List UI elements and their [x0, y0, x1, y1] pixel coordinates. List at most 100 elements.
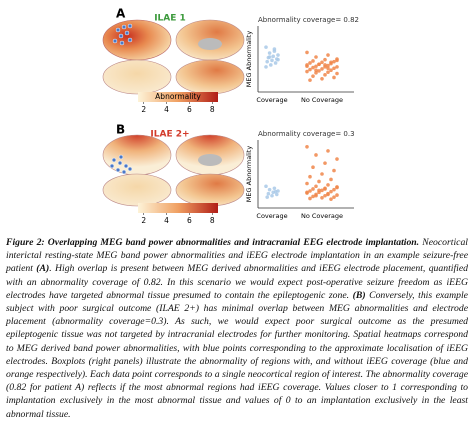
data-point [335, 185, 339, 189]
data-point [269, 63, 273, 67]
data-point [326, 70, 330, 74]
data-point [311, 74, 315, 78]
data-point [273, 189, 278, 194]
caption-text: Conversely, this example subject with po… [6, 289, 468, 420]
data-point [305, 190, 309, 195]
data-point [308, 78, 312, 82]
colorbar-tick-label: 4 [164, 105, 169, 114]
data-point [305, 181, 309, 186]
data-point [320, 67, 324, 71]
panel-title: ILAE 1 [154, 14, 186, 24]
data-point [264, 65, 268, 69]
data-point [265, 59, 270, 64]
caption-title: Figure 2: Overlapping MEG band power abn… [6, 237, 420, 248]
caption-text: Neocortical interictal resting-state MEG… [6, 237, 468, 275]
data-point [317, 179, 321, 184]
data-point [323, 63, 327, 67]
colorbar-tick-label: 4 [164, 216, 169, 225]
figure: A ILAE 1 Abnormality 2 4 6 8 Abnormality covera… [102, 7, 359, 225]
data-point [320, 196, 324, 200]
data-point [317, 62, 321, 67]
data-point [326, 192, 330, 197]
data-point [271, 54, 276, 59]
data-point [332, 195, 336, 199]
data-point [314, 71, 318, 75]
data-point [305, 50, 309, 55]
data-point [332, 66, 336, 71]
data-point [326, 66, 330, 71]
colorbar-tick-label: 8 [210, 216, 215, 225]
data-point [308, 174, 312, 179]
data-point [329, 60, 333, 65]
data-point [276, 57, 280, 62]
data-point [314, 55, 318, 59]
data-point [332, 187, 336, 192]
data-point [323, 193, 327, 198]
panel-title: ILAE 2+ [150, 130, 189, 140]
x-tick-label: Coverage [256, 96, 287, 104]
data-point [335, 193, 339, 197]
data-point [335, 58, 339, 63]
data-point [326, 149, 330, 153]
data-point [267, 55, 272, 59]
data-point [272, 186, 277, 191]
annotation: Abnormality coverage= 0.82 [258, 16, 359, 24]
data-point [314, 68, 318, 73]
data-point [323, 187, 327, 191]
x-tick-label: No Coverage [301, 212, 343, 220]
data-point [329, 177, 333, 182]
data-point [323, 57, 327, 62]
data-point [305, 69, 309, 74]
data-point [305, 64, 309, 69]
panel-label: B [116, 123, 125, 137]
colorbar [138, 203, 218, 213]
data-point [329, 189, 333, 194]
data-point [320, 77, 324, 81]
colorbar-tick-label: 6 [187, 105, 192, 114]
data-point [329, 197, 333, 201]
panel-label: A [116, 7, 126, 21]
x-tick-label: No Coverage [301, 96, 343, 104]
data-point [270, 193, 274, 198]
data-point [314, 153, 318, 157]
colorbar-tick-label: 2 [141, 216, 146, 225]
colorbar-tick-label: 6 [187, 216, 192, 225]
data-point [329, 68, 333, 73]
data-point [323, 73, 327, 77]
data-point [264, 184, 268, 189]
data-point [335, 71, 339, 76]
data-point [270, 58, 274, 63]
x-tick-label: Coverage [256, 212, 287, 220]
data-point [308, 67, 312, 72]
data-point [332, 75, 336, 80]
data-point [320, 172, 324, 176]
data-point [267, 187, 272, 192]
data-point [264, 45, 268, 49]
data-point [276, 53, 280, 57]
data-point [314, 64, 318, 69]
data-point [308, 189, 312, 193]
data-point [317, 188, 321, 193]
caption: Figure 2: Overlapping MEG band power abn… [6, 236, 468, 421]
data-point [265, 195, 270, 199]
data-point [273, 61, 278, 65]
annotation: Abnormality coverage= 0.3 [258, 130, 355, 138]
data-point [305, 145, 309, 149]
colorbar-tick-label: 8 [210, 105, 215, 114]
y-axis-label: MEG Abnormality [245, 31, 253, 88]
data-point [272, 47, 277, 51]
brains-b [102, 134, 245, 207]
colorbar [138, 92, 218, 102]
data-point [335, 157, 339, 161]
data-point [335, 65, 339, 69]
data-point [266, 191, 271, 196]
caption-text: (A) [36, 263, 50, 275]
colorbar-tick-label: 2 [141, 105, 146, 114]
colorbar-label: Abnormality [155, 92, 201, 101]
data-point [275, 192, 279, 197]
data-point [267, 51, 272, 55]
data-point [308, 61, 312, 65]
data-point [326, 63, 330, 68]
data-point [314, 193, 318, 198]
